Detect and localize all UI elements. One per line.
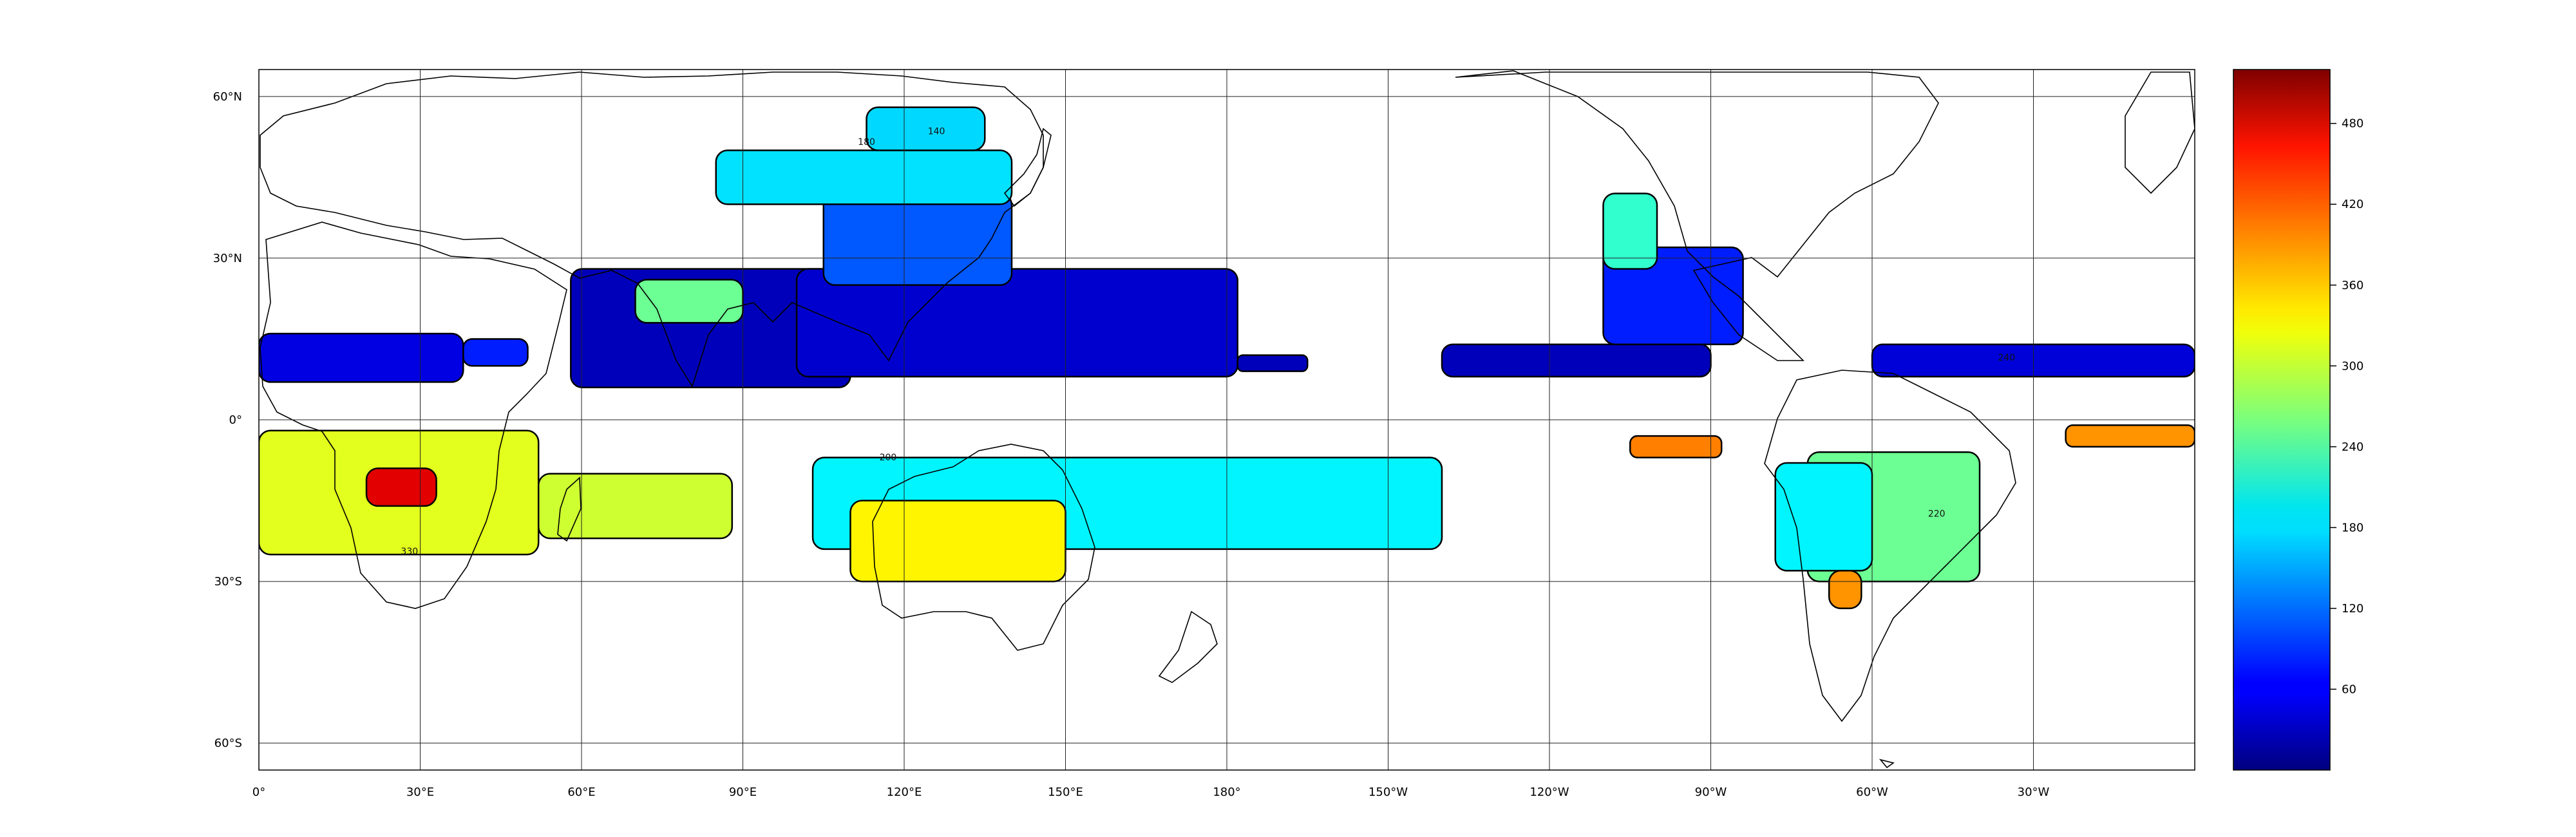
x-tick-label: 0° [252, 785, 265, 799]
coastline-greenland [2125, 71, 2195, 194]
coastlines [260, 70, 2195, 769]
colorbar-tick-label: 420 [2342, 198, 2363, 211]
colorbar-tick-label: 480 [2342, 117, 2363, 131]
coastline-north-america [1455, 70, 1939, 361]
longitude-tick-labels: 0° 30°E 60°E 90°E 120°E 150°E 180° 150°W 120°W 90… [252, 785, 2050, 799]
x-tick-label: 120°E [887, 785, 922, 799]
field-region-n-africa-band [259, 332, 464, 383]
coastline-eurasia [260, 71, 1044, 388]
coastline-new-zealand [1158, 610, 1218, 683]
field-region-siberia-cyan [866, 106, 986, 151]
map-plot-area: 180 140 200 220 240 330 [258, 69, 2195, 771]
colorbar-tick-label: 240 [2342, 440, 2363, 454]
colorbar-tick-label: 60 [2342, 682, 2356, 696]
x-tick-label: 30°E [406, 785, 434, 799]
coastline-australia [872, 444, 1095, 651]
contour-label: 180 [858, 137, 875, 147]
colorbar-tick-label: 300 [2342, 359, 2363, 373]
contour-label: 220 [1928, 509, 1946, 520]
field-region-s-america-orange [1828, 570, 1862, 610]
x-tick-label: 90°W [1695, 785, 1727, 799]
y-tick-label: 60°S [214, 737, 242, 750]
field-region-mexico-green [1602, 193, 1658, 270]
coastline-south-america [1764, 370, 2016, 722]
field-region-s-atlantic-orange [2065, 424, 2195, 448]
x-tick-label: 120°W [1530, 785, 1569, 799]
field-region-pacific-tail [1236, 354, 1309, 372]
x-tick-label: 180° [1213, 785, 1240, 799]
coastline-antarctic-island [1879, 758, 1895, 769]
x-tick-label: 60°E [567, 785, 595, 799]
contour-label: 330 [401, 547, 418, 557]
x-tick-label: 30°W [2018, 785, 2050, 799]
x-tick-label: 150°E [1048, 785, 1083, 799]
y-tick-label: 0° [229, 413, 242, 427]
colorbar-ticks: 60 120 180 240 300 360 420 480 [2330, 117, 2363, 696]
map-frame [258, 69, 2195, 771]
latitude-tick-labels: 60°N 30°N 0° 30°S 60°S [213, 90, 242, 750]
field-region-china-pacific-band [795, 268, 1238, 378]
x-tick-label: 60°W [1856, 785, 1888, 799]
x-tick-label: 150°W [1368, 785, 1408, 799]
field-region-e-pacific-band [1441, 343, 1712, 378]
field-region-e-pacific-orange [1629, 435, 1723, 458]
y-tick-label: 30°N [213, 252, 242, 265]
field-region-s-africa-red [365, 467, 437, 507]
y-tick-label: 60°N [213, 90, 242, 104]
contour-label: 240 [1998, 353, 2015, 363]
y-tick-label: 30°S [214, 575, 242, 588]
colorbar-tick-label: 120 [2342, 602, 2363, 616]
field-region-east-asia-blue [822, 193, 1013, 287]
x-tick-label: 90°E [729, 785, 757, 799]
contour-labels: 180 140 200 220 240 330 [401, 126, 2015, 557]
colorbar-tick-label: 180 [2342, 521, 2363, 534]
coastline-madagascar [557, 476, 582, 542]
coastline-japan [1003, 127, 1052, 207]
colorbar: 60 120 180 240 300 360 420 480 [2233, 69, 2363, 771]
field-region-n-africa-band-edge [462, 338, 529, 367]
colorbar-tick-label: 360 [2342, 279, 2363, 292]
field-region-mongolia-cyan [715, 149, 1013, 205]
field-region-s-indian-tail [537, 473, 734, 540]
contour-label: 200 [880, 453, 897, 463]
contour-label: 140 [928, 126, 945, 136]
graticule [258, 70, 2195, 770]
field-region-s-america-cyan [1774, 462, 1873, 572]
colorbar-gradient [2233, 69, 2331, 771]
field-region-australia-yellow [849, 500, 1066, 583]
